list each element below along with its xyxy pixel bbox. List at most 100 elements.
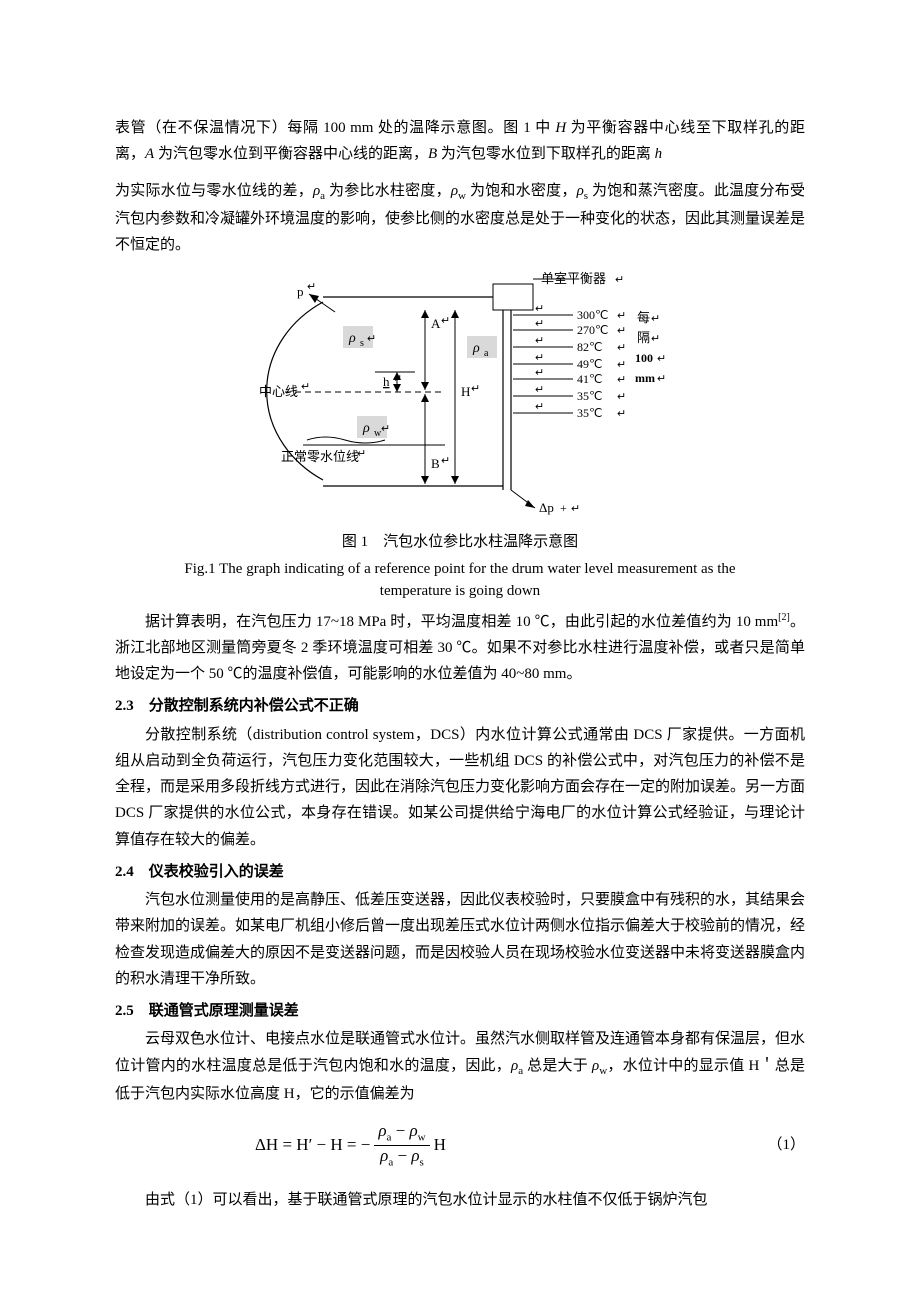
svg-text:↵: ↵ [441,455,450,467]
svg-text:↵: ↵ [535,335,544,347]
para-5: 汽包水位测量使用的是高静压、低差压变送器，因此仪表校验时，只要膜盒中有残积的水，… [115,887,805,992]
figure-1-caption-en: Fig.1 The graph indicating of a referenc… [115,558,805,603]
text: 总是大于 [523,1058,592,1074]
svg-text:↵: ↵ [441,315,450,327]
svg-text:ρ: ρ [348,331,356,346]
den-rho-s: ρ [411,1146,419,1165]
para-7: 由式（1）可以看出，基于联通管式原理的汽包水位计显示的水柱值不仅低于锅炉汽包 [115,1187,805,1213]
svg-text:↵: ↵ [535,384,544,396]
svg-text:↵: ↵ [615,274,624,286]
text: Fig.1 The graph indicating of a referenc… [184,561,735,577]
svg-text:↵: ↵ [657,373,666,385]
text: 表管（在不保温情况下）每隔 100 mm 处的温降示意图。图 1 中 [115,120,555,136]
eq-fraction: ρa − ρw ρa − ρs [374,1121,429,1169]
svg-text:82℃: 82℃ [577,340,602,354]
page: 表管（在不保温情况下）每隔 100 mm 处的温降示意图。图 1 中 H 为平衡… [0,0,920,1273]
svg-text:↵: ↵ [471,383,480,395]
para-3: 据计算表明，在汽包压力 17~18 MPa 时，平均温度相差 10 ℃，由此引起… [115,609,805,688]
svg-text:+: + [560,501,567,515]
text: 为饱和水密度， [466,183,577,199]
num-rho-w-sub: w [418,1131,426,1143]
den-rho-s-sub: s [420,1156,424,1168]
svg-text:正常零水位线: 正常零水位线 [281,449,359,464]
svg-text:↵: ↵ [535,303,544,315]
svg-text:a: a [484,348,489,359]
svg-text:35℃: 35℃ [577,389,602,403]
para-2: 为实际水位与零水位线的差，ρa 为参比水柱密度，ρw 为饱和水密度，ρs 为饱和… [115,178,805,259]
svg-text:100: 100 [635,351,653,365]
rho-w-sub: w [458,190,466,202]
num-rho-w: ρ [410,1121,418,1140]
svg-text:ρ: ρ [472,341,480,356]
svg-text:↵: ↵ [535,401,544,413]
para-4: 分散控制系统（distribution control system，DCS）内… [115,722,805,853]
svg-text:h: h [383,374,390,389]
svg-text:↵: ↵ [651,333,660,345]
rho-w-sub: w [599,1065,607,1077]
svg-text:Δp: Δp [539,500,554,515]
text: 为汽包零水位到平衡容器中心线的距离， [154,146,428,162]
svg-text:中心线: 中心线 [259,384,298,399]
citation-2: [2] [778,612,790,623]
svg-text:↵: ↵ [657,353,666,365]
svg-text:s: s [360,338,364,349]
eq-lhs: ΔH = H′ − H = − [255,1130,370,1160]
text: 为汽包零水位到下取样孔的距离 [437,146,655,162]
para-1: 表管（在不保温情况下）每隔 100 mm 处的温降示意图。图 1 中 H 为平衡… [115,115,805,168]
svg-text:35℃: 35℃ [577,406,602,420]
svg-text:↵: ↵ [617,325,626,337]
svg-text:↵: ↵ [367,333,376,345]
svg-text:↵: ↵ [535,367,544,379]
heading-2-5: 2.5 联通管式原理测量误差 [115,998,805,1024]
svg-text:300℃: 300℃ [577,308,608,322]
var-H: H [555,120,566,136]
text: 据计算表明，在汽包压力 17~18 MPa 时，平均温度相差 10 ℃，由此引起… [145,614,778,630]
svg-text:49℃: 49℃ [577,357,602,371]
svg-text:↵: ↵ [301,381,310,393]
svg-text:↵: ↵ [617,342,626,354]
svg-text:↵: ↵ [617,374,626,386]
num-mid: − [391,1121,409,1140]
heading-2-4: 2.4 仪表校验引入的误差 [115,859,805,885]
svg-text:p: p [297,284,304,299]
svg-text:↵: ↵ [617,359,626,371]
svg-text:↵: ↵ [381,423,390,435]
figure-1: 单室平衡器↵Δp+↵p↵中心线↵正常零水位线↵ρs↵ρw↵ρaH↵A↵B↵h↵↵… [115,268,805,523]
svg-text:ρ: ρ [362,421,370,436]
svg-text:隔: 隔 [637,330,650,345]
svg-text:↵: ↵ [651,313,660,325]
figure-1-caption-cn: 图 1 汽包水位参比水柱温降示意图 [115,529,805,555]
svg-text:270℃: 270℃ [577,323,608,337]
num-rho-a: ρ [378,1121,386,1140]
svg-text:↵: ↵ [617,408,626,420]
rho-s: ρ [577,183,584,199]
svg-text:↵: ↵ [307,281,316,293]
var-A: A [145,146,154,162]
equation-number: （1） [745,1132,805,1158]
para-6: 云母双色水位计、电接点水位是联通管式水位计。虽然汽水侧取样管及连通管本身都有保温… [115,1026,805,1107]
svg-text:↵: ↵ [571,503,580,515]
svg-text:单室平衡器: 单室平衡器 [541,271,606,286]
var-h: h [655,146,663,162]
svg-text:mm: mm [635,371,655,385]
svg-text:B: B [431,456,440,471]
den-mid: − [393,1146,411,1165]
svg-text:↵: ↵ [535,318,544,330]
equation-1: ΔH = H′ − H = − ρa − ρw ρa − ρs H （1） [115,1121,805,1169]
svg-text:↵: ↵ [357,448,366,460]
equation-body: ΔH = H′ − H = − ρa − ρw ρa − ρs H [255,1121,745,1169]
svg-text:H: H [461,384,470,399]
text: temperature is going down [380,583,540,599]
rho-w: ρ [451,183,458,199]
svg-text:↵: ↵ [393,373,402,385]
text: 为实际水位与零水位线的差， [115,183,313,199]
figure-svg: 单室平衡器↵Δp+↵p↵中心线↵正常零水位线↵ρs↵ρw↵ρaH↵A↵B↵h↵↵… [245,268,675,523]
eq-tail: H [434,1130,446,1160]
var-B: B [428,146,437,162]
svg-text:A: A [431,316,441,331]
svg-text:41℃: 41℃ [577,372,602,386]
svg-text:↵: ↵ [535,352,544,364]
svg-text:↵: ↵ [617,391,626,403]
svg-text:每: 每 [637,310,650,325]
text: 为参比水柱密度， [325,183,451,199]
